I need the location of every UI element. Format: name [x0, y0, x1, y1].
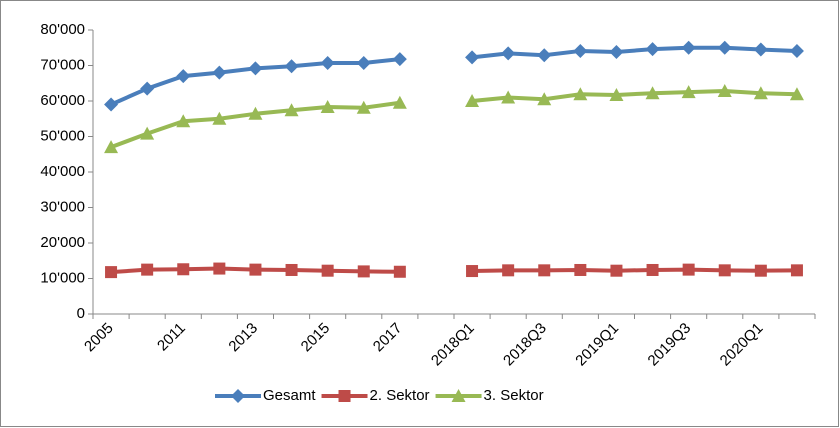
marker — [248, 61, 263, 76]
marker — [501, 46, 516, 61]
marker — [338, 390, 351, 402]
marker — [537, 92, 552, 106]
marker — [538, 264, 551, 277]
marker — [356, 100, 371, 114]
marker — [105, 266, 118, 279]
marker — [789, 87, 804, 101]
marker — [392, 95, 407, 109]
marker — [681, 40, 696, 55]
marker — [465, 94, 480, 107]
legend-item: 3. Sektor — [435, 387, 544, 404]
marker — [357, 265, 370, 278]
marker — [753, 86, 768, 100]
marker — [140, 81, 155, 96]
y-tick-label: 30'000 — [40, 198, 85, 215]
legend-label: 3. Sektor — [484, 387, 544, 404]
marker — [104, 140, 119, 154]
marker — [717, 40, 732, 55]
marker — [753, 42, 768, 57]
marker — [609, 45, 624, 60]
marker — [284, 103, 299, 117]
marker — [176, 69, 191, 84]
marker — [393, 265, 406, 278]
marker — [537, 48, 552, 63]
legend-label: Gesamt — [263, 387, 316, 404]
marker — [573, 43, 588, 58]
marker — [718, 264, 731, 277]
marker — [212, 65, 227, 80]
marker — [645, 42, 660, 57]
y-tick-label: 80'000 — [40, 21, 85, 38]
marker — [248, 106, 263, 120]
y-tick-label: 20'000 — [40, 234, 85, 251]
marker — [682, 263, 695, 276]
marker — [574, 263, 587, 276]
marker — [502, 264, 515, 277]
y-tick-label: 40'000 — [40, 163, 85, 180]
y-tick-label: 60'000 — [40, 92, 85, 109]
marker — [176, 114, 191, 128]
marker — [213, 262, 226, 275]
y-tick-label: 50'000 — [40, 127, 85, 144]
marker — [646, 263, 659, 276]
y-tick-label: 10'000 — [40, 269, 85, 286]
y-tick-label: 0 — [77, 305, 85, 322]
marker — [466, 265, 479, 278]
marker — [392, 52, 407, 67]
marker — [681, 85, 696, 99]
marker — [140, 126, 155, 140]
marker — [321, 264, 334, 277]
marker — [465, 50, 480, 65]
marker — [231, 389, 245, 403]
marker — [645, 86, 660, 100]
marker — [177, 263, 190, 276]
marker — [790, 264, 803, 277]
marker — [285, 263, 298, 276]
marker — [284, 59, 299, 74]
marker — [789, 43, 804, 58]
marker — [573, 87, 588, 101]
marker — [212, 111, 227, 125]
marker — [451, 389, 466, 402]
marker — [754, 264, 767, 277]
marker — [320, 56, 335, 71]
marker — [717, 84, 732, 98]
marker — [609, 87, 624, 101]
y-tick-label: 70'000 — [40, 56, 85, 73]
marker — [320, 100, 335, 114]
marker — [249, 263, 262, 276]
marker — [356, 56, 371, 71]
marker — [610, 264, 623, 277]
marker — [501, 90, 516, 104]
legend-item: 2. Sektor — [321, 387, 430, 404]
legend-item: Gesamt — [215, 387, 316, 404]
legend-label: 2. Sektor — [370, 387, 430, 404]
marker — [104, 97, 119, 112]
marker — [141, 263, 154, 276]
